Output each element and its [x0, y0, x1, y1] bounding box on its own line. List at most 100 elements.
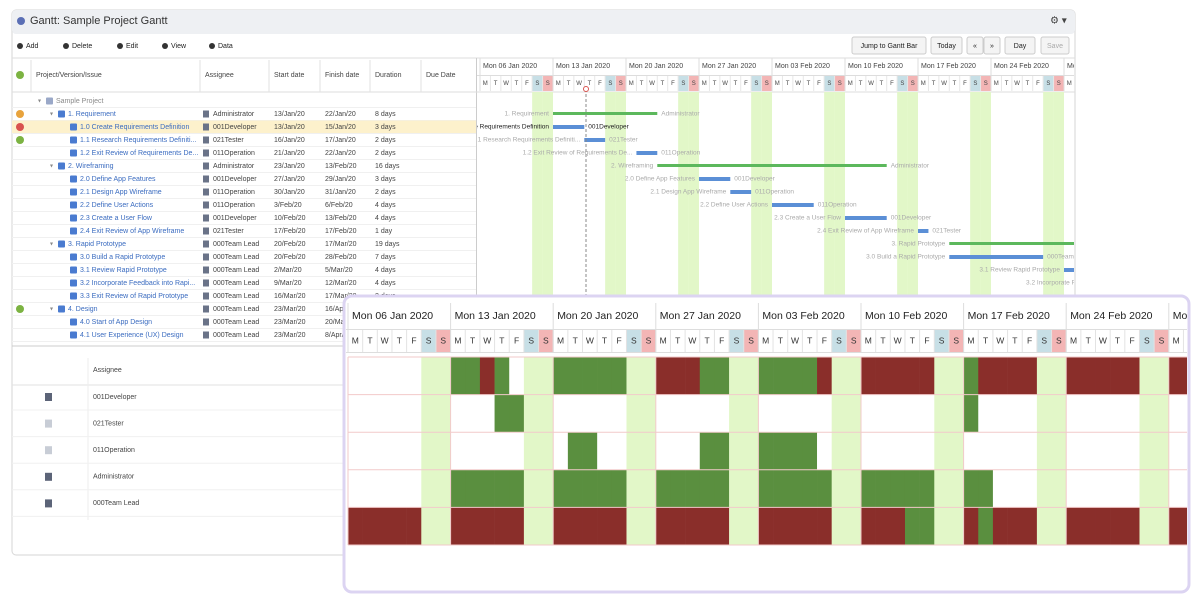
day-letter: M — [1173, 335, 1180, 345]
day-letter: S — [619, 81, 623, 87]
cell-start: 20/Feb/20 — [274, 241, 306, 248]
save-button-bg[interactable] — [1040, 36, 1070, 55]
day-letter: T — [1005, 81, 1009, 87]
cell-finish: 29/Jan/20 — [325, 176, 356, 183]
task-name[interactable]: 2. Wireframing — [68, 163, 114, 170]
load-cell — [1124, 432, 1140, 470]
day-letter: M — [775, 81, 780, 87]
assignee: 021Tester — [213, 137, 244, 144]
task-name[interactable]: 3.0 Build a Rapid Prototype — [80, 254, 165, 261]
bar-assignee-label: Administrator — [661, 111, 700, 118]
task-name[interactable]: 1.1 Research Requirements Definiti... — [80, 137, 196, 144]
day-letter: S — [543, 335, 549, 345]
cell-start: 16/Mar/20 — [274, 293, 306, 300]
resource-header: Assignee — [93, 367, 122, 374]
bar-assignee-label: Administrator — [891, 163, 930, 170]
load-cell — [787, 469, 803, 508]
day-letter: T — [704, 335, 709, 345]
load-cell — [1066, 469, 1082, 508]
load-cell — [523, 394, 539, 433]
toolbar-item[interactable]: View — [171, 43, 187, 50]
task-name[interactable]: Sample Project — [56, 98, 104, 105]
summary-bar[interactable] — [657, 164, 887, 167]
task-bar[interactable] — [636, 151, 658, 155]
task-bar[interactable] — [772, 203, 814, 207]
load-cell — [743, 432, 759, 470]
weekend-day-cell — [970, 76, 981, 91]
weekend-day-cell — [523, 330, 539, 352]
task-bar[interactable] — [730, 190, 752, 194]
bar-task-label: 1.1 Research Requirements Definiti... — [472, 137, 580, 144]
load-cell — [377, 357, 393, 395]
task-name[interactable]: 1. Requirement — [68, 111, 116, 118]
summary-bar[interactable] — [553, 112, 658, 115]
toolbar-item[interactable]: Delete — [72, 43, 92, 50]
task-name[interactable]: 2.1 Design App Wireframe — [80, 189, 162, 196]
issue-icon — [70, 175, 77, 183]
load-cell — [1139, 357, 1155, 395]
toolbar-item[interactable]: Add — [26, 43, 39, 50]
task-name[interactable]: 2.0 Define App Features — [80, 176, 156, 183]
today-button[interactable]: Today — [937, 43, 956, 50]
task-name[interactable]: 2.2 Define User Actions — [80, 202, 154, 209]
next-button[interactable]: » — [990, 43, 994, 50]
view-button-bg[interactable] — [1004, 36, 1036, 55]
task-name[interactable]: 4. Design — [68, 306, 98, 313]
task-name[interactable]: 1.2 Exit Review of Requirements De... — [80, 150, 198, 157]
load-cell — [348, 394, 363, 433]
assignee: 000Team Lead — [213, 267, 259, 274]
bar-assignee-label: 011Operation — [818, 202, 857, 209]
task-name[interactable]: 2.3 Create a User Flow — [80, 215, 153, 222]
task-name[interactable]: 2.4 Exit Review of App Wireframe — [80, 228, 184, 235]
load-cell — [1036, 357, 1052, 395]
task-bar[interactable] — [1064, 268, 1106, 272]
task-name[interactable]: 3.3 Exit Review of Rapid Prototype — [80, 293, 188, 300]
day-letter: T — [675, 335, 680, 345]
task-bar[interactable] — [584, 138, 606, 142]
day-letter: T — [470, 335, 475, 345]
load-cell — [1007, 394, 1023, 433]
task-name[interactable]: 3.1 Review Rapid Prototype — [80, 267, 167, 274]
task-name[interactable]: 3. Rapid Prototype — [68, 241, 126, 248]
task-bar[interactable] — [949, 255, 1044, 259]
prev-button-bg[interactable] — [966, 36, 984, 55]
day-letter: T — [880, 335, 885, 345]
day-letter: F — [411, 335, 416, 345]
load-cell — [1066, 507, 1082, 545]
toolbar-item[interactable]: Edit — [126, 43, 138, 50]
issue-icon — [58, 305, 65, 313]
task-name[interactable]: 1.0 Create Requirements Definition — [80, 124, 189, 131]
task-bar[interactable] — [699, 177, 731, 181]
load-cell — [611, 357, 627, 395]
toolbar-item[interactable]: Data — [218, 43, 233, 50]
week-label: Mon 24 Feb 2020 — [994, 63, 1049, 70]
task-name[interactable]: 3.2 Incorporate Feedback into Rapi... — [80, 280, 195, 287]
day-letter: T — [734, 81, 738, 87]
jump-button-bg[interactable] — [851, 36, 927, 55]
task-bar[interactable] — [918, 229, 929, 233]
weekend-day-cell — [615, 76, 626, 91]
prev-button[interactable]: « — [973, 43, 977, 50]
load-cell — [479, 432, 495, 470]
next-button-bg[interactable] — [983, 36, 1001, 55]
task-name[interactable]: 4.1 User Experience (UX) Design — [80, 332, 184, 339]
summary-bar[interactable] — [949, 242, 1200, 245]
settings-icon[interactable]: ⚙ ▾ — [1050, 16, 1067, 27]
day-letter: F — [1109, 81, 1113, 87]
load-cell — [1183, 507, 1187, 545]
task-bar[interactable] — [845, 216, 887, 220]
weekend-day-cell — [542, 76, 553, 91]
task-name[interactable]: 4.0 Start of App Design — [80, 319, 152, 326]
view-button[interactable]: Day — [1014, 43, 1027, 50]
load-cell — [729, 432, 745, 470]
task-bar[interactable] — [553, 125, 585, 129]
today-button-bg[interactable] — [930, 36, 963, 55]
load-cell — [494, 394, 510, 433]
issue-icon — [70, 123, 77, 131]
day-letter: T — [640, 81, 644, 87]
jump-button[interactable]: Jump to Gantt Bar — [861, 43, 918, 50]
cell-finish: 22/Jan/20 — [325, 111, 356, 118]
task-bar[interactable] — [1137, 281, 1179, 285]
day-letter: T — [953, 81, 957, 87]
save-button[interactable]: Save — [1047, 43, 1063, 50]
